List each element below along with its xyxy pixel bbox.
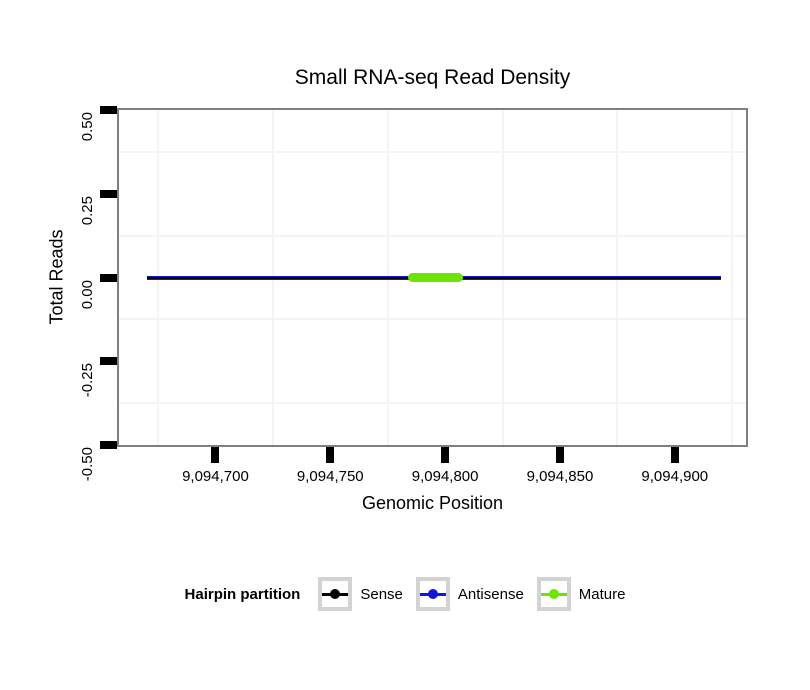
legend-item-antisense: Antisense [415,577,524,611]
legend-item-mature: Mature [536,577,626,611]
gridline-horizontal [119,150,746,153]
y-tick-label: -0.25 [79,363,96,398]
series-mature [408,273,464,282]
legend-key-icon-antisense [415,577,450,611]
x-axis-title: Genomic Position [361,493,504,513]
chart-title: Small RNA-seq Read Density [294,66,571,89]
y-tick-label: 0.50 [79,112,96,142]
x-tick-label: 9,094,800 [411,468,479,485]
y-tick [100,357,117,366]
key-dot-glyph [427,589,438,599]
x-tick [326,447,335,463]
legend-label-mature: Mature [578,585,626,603]
gridline-horizontal [119,318,746,321]
x-tick [670,447,679,463]
legend-label-antisense: Antisense [457,585,524,603]
y-tick [100,441,117,449]
legend: Hairpin partition Sense Antisense Mature [0,577,810,611]
y-axis-title: Total Reads [46,229,67,325]
x-tick-label: 9,094,750 [296,468,364,485]
y-tick [100,273,117,282]
x-tick-label: 9,094,900 [641,468,709,485]
x-tick [211,447,220,463]
x-tick-label: 9,094,700 [182,468,249,485]
key-dot-glyph [330,589,341,599]
x-tick [555,447,564,463]
gridline-horizontal [119,234,746,237]
y-tick-label: -0.50 [79,447,96,482]
legend-title: Hairpin partition [184,585,301,603]
x-tick-label: 9,094,850 [526,468,594,485]
y-tick-label: 0.25 [79,195,96,225]
gridline-horizontal [119,402,746,405]
y-tick [100,189,117,198]
key-dot-glyph [548,589,559,599]
legend-key-icon-mature [536,577,571,611]
y-tick-label: 0.00 [79,279,96,309]
legend-key-icon-sense [318,577,353,611]
gridline-vertical [731,110,734,445]
legend-item-sense: Sense [318,577,403,611]
y-tick [100,106,117,114]
legend-label-sense: Sense [360,585,403,603]
x-tick [441,447,450,463]
